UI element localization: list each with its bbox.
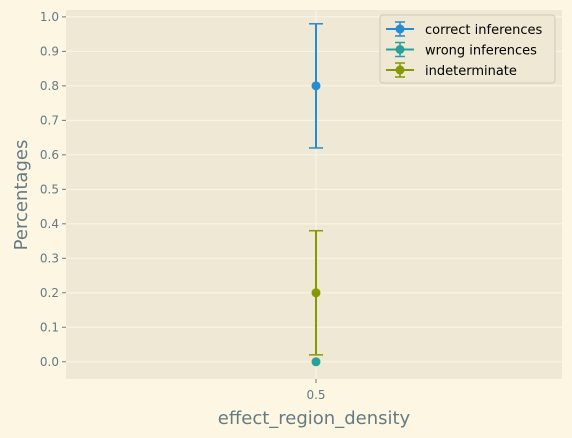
legend-entry: indeterminate <box>386 62 517 79</box>
series-indeterminate <box>309 229 323 356</box>
series-wrong-inferences <box>311 357 321 367</box>
x-axis-label: effect_region_density <box>218 408 411 429</box>
legend-marker <box>395 65 405 75</box>
y-tick-label: 0.2 <box>40 286 59 300</box>
y-tick-label: 0.0 <box>40 355 59 369</box>
legend-label: indeterminate <box>425 64 517 79</box>
legend-label: correct inferences <box>425 23 543 38</box>
y-tick-label: 0.5 <box>40 182 59 196</box>
y-tick-label: 0.9 <box>40 44 59 58</box>
x-tick-label: 0.5 <box>306 388 325 402</box>
y-tick-label: 0.1 <box>40 320 59 334</box>
legend-marker <box>395 24 405 34</box>
legend-box <box>379 14 556 84</box>
data-point <box>311 357 321 367</box>
y-tick-label: 0.3 <box>40 251 59 265</box>
data-point <box>311 81 321 91</box>
series-layer <box>309 23 323 367</box>
legend-label: wrong inferences <box>425 44 537 59</box>
y-tick-label: 0.8 <box>40 79 59 93</box>
y-tick-label: 0.6 <box>40 148 59 162</box>
series-correct-inferences <box>309 23 323 149</box>
legend-entry: wrong inferences <box>386 41 537 59</box>
legend-marker <box>395 45 405 54</box>
y-tick-label: 0.7 <box>40 113 59 127</box>
data-point <box>311 288 321 298</box>
legend: correct inferences wrong inferences indete… <box>379 14 556 84</box>
y-axis-label: Percentages <box>11 140 32 251</box>
grid-lines <box>66 10 562 379</box>
legend-entry: correct inferences <box>386 21 543 38</box>
y-tick-label: 1.0 <box>40 10 59 24</box>
x-axis-ticks: 0.5 <box>306 379 326 402</box>
y-tick-label: 0.4 <box>40 217 59 231</box>
y-axis-ticks: 0.0 0.1 0.2 0.3 0.4 0.5 0.6 0.7 0.8 0.9 1.0 <box>40 10 66 369</box>
